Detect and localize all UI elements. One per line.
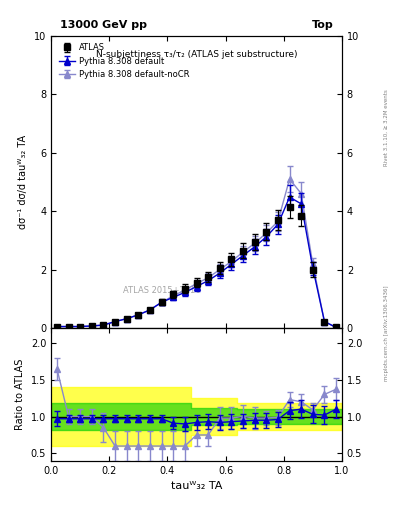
Text: 13000 GeV pp: 13000 GeV pp xyxy=(60,20,147,30)
Text: ATLAS 2015+2016: ATLAS 2015+2016 xyxy=(123,286,200,295)
Y-axis label: dσ⁻¹ dσ/d tauᵂ₃₂ TA: dσ⁻¹ dσ/d tauᵂ₃₂ TA xyxy=(18,135,28,229)
Text: Top: Top xyxy=(311,20,333,30)
X-axis label: tauᵂ₃₂ TA: tauᵂ₃₂ TA xyxy=(171,481,222,491)
Text: mcplots.cern.ch [arXiv:1306.3436]: mcplots.cern.ch [arXiv:1306.3436] xyxy=(384,285,389,380)
Text: N-subjettiness τ₃/τ₂ (ATLAS jet substructure): N-subjettiness τ₃/τ₂ (ATLAS jet substruc… xyxy=(96,51,297,59)
Y-axis label: Ratio to ATLAS: Ratio to ATLAS xyxy=(15,359,25,430)
Text: Rivet 3.1.10, ≥ 3.2M events: Rivet 3.1.10, ≥ 3.2M events xyxy=(384,90,389,166)
Legend: ATLAS, Pythia 8.308 default, Pythia 8.308 default-noCR: ATLAS, Pythia 8.308 default, Pythia 8.30… xyxy=(55,40,193,82)
